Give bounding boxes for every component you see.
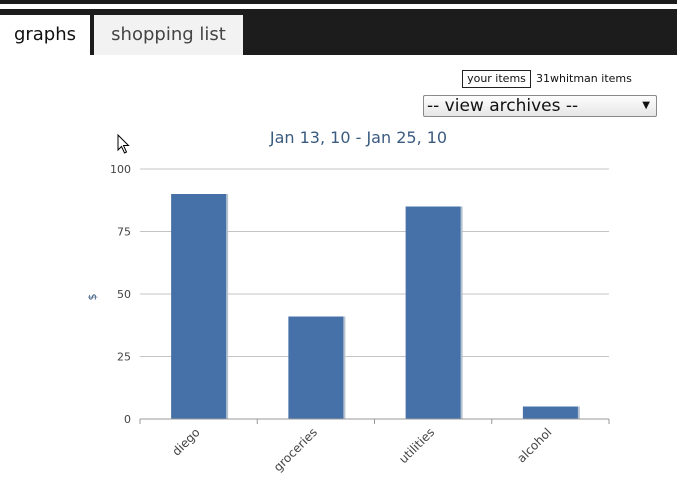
view-archives-selected: -- view archives -- xyxy=(427,96,579,116)
x-tick-label: alcohol xyxy=(514,425,554,465)
tab-bar: graphs shopping list xyxy=(0,9,677,55)
y-axis-label: $ xyxy=(86,294,99,301)
bar xyxy=(171,194,227,419)
top-gap xyxy=(0,4,677,9)
bar xyxy=(522,406,578,419)
mouse-cursor-icon xyxy=(117,133,131,158)
tab-shopping-list[interactable]: shopping list xyxy=(94,15,243,55)
top-stripe xyxy=(0,0,677,4)
y-tick-label: 50 xyxy=(117,288,131,301)
view-archives-select[interactable]: -- view archives -- ▼ xyxy=(423,95,657,117)
y-tick-label: 100 xyxy=(110,163,131,176)
x-tick-label: groceries xyxy=(271,425,320,474)
bar xyxy=(405,206,461,419)
chart-title: Jan 13, 10 - Jan 25, 10 xyxy=(269,128,448,147)
your-items-button[interactable]: your items xyxy=(462,70,531,88)
dropdown-arrow-icon: ▼ xyxy=(642,100,650,111)
whitman-items-link[interactable]: 31whitman items xyxy=(536,72,632,85)
y-tick-label: 75 xyxy=(117,226,131,239)
x-tick-label: utilities xyxy=(396,425,437,466)
tab-graphs[interactable]: graphs xyxy=(0,15,90,55)
y-tick-label: 0 xyxy=(124,413,131,426)
x-tick-label: diego xyxy=(169,425,202,458)
bar xyxy=(288,316,344,419)
y-tick-label: 25 xyxy=(117,351,131,364)
